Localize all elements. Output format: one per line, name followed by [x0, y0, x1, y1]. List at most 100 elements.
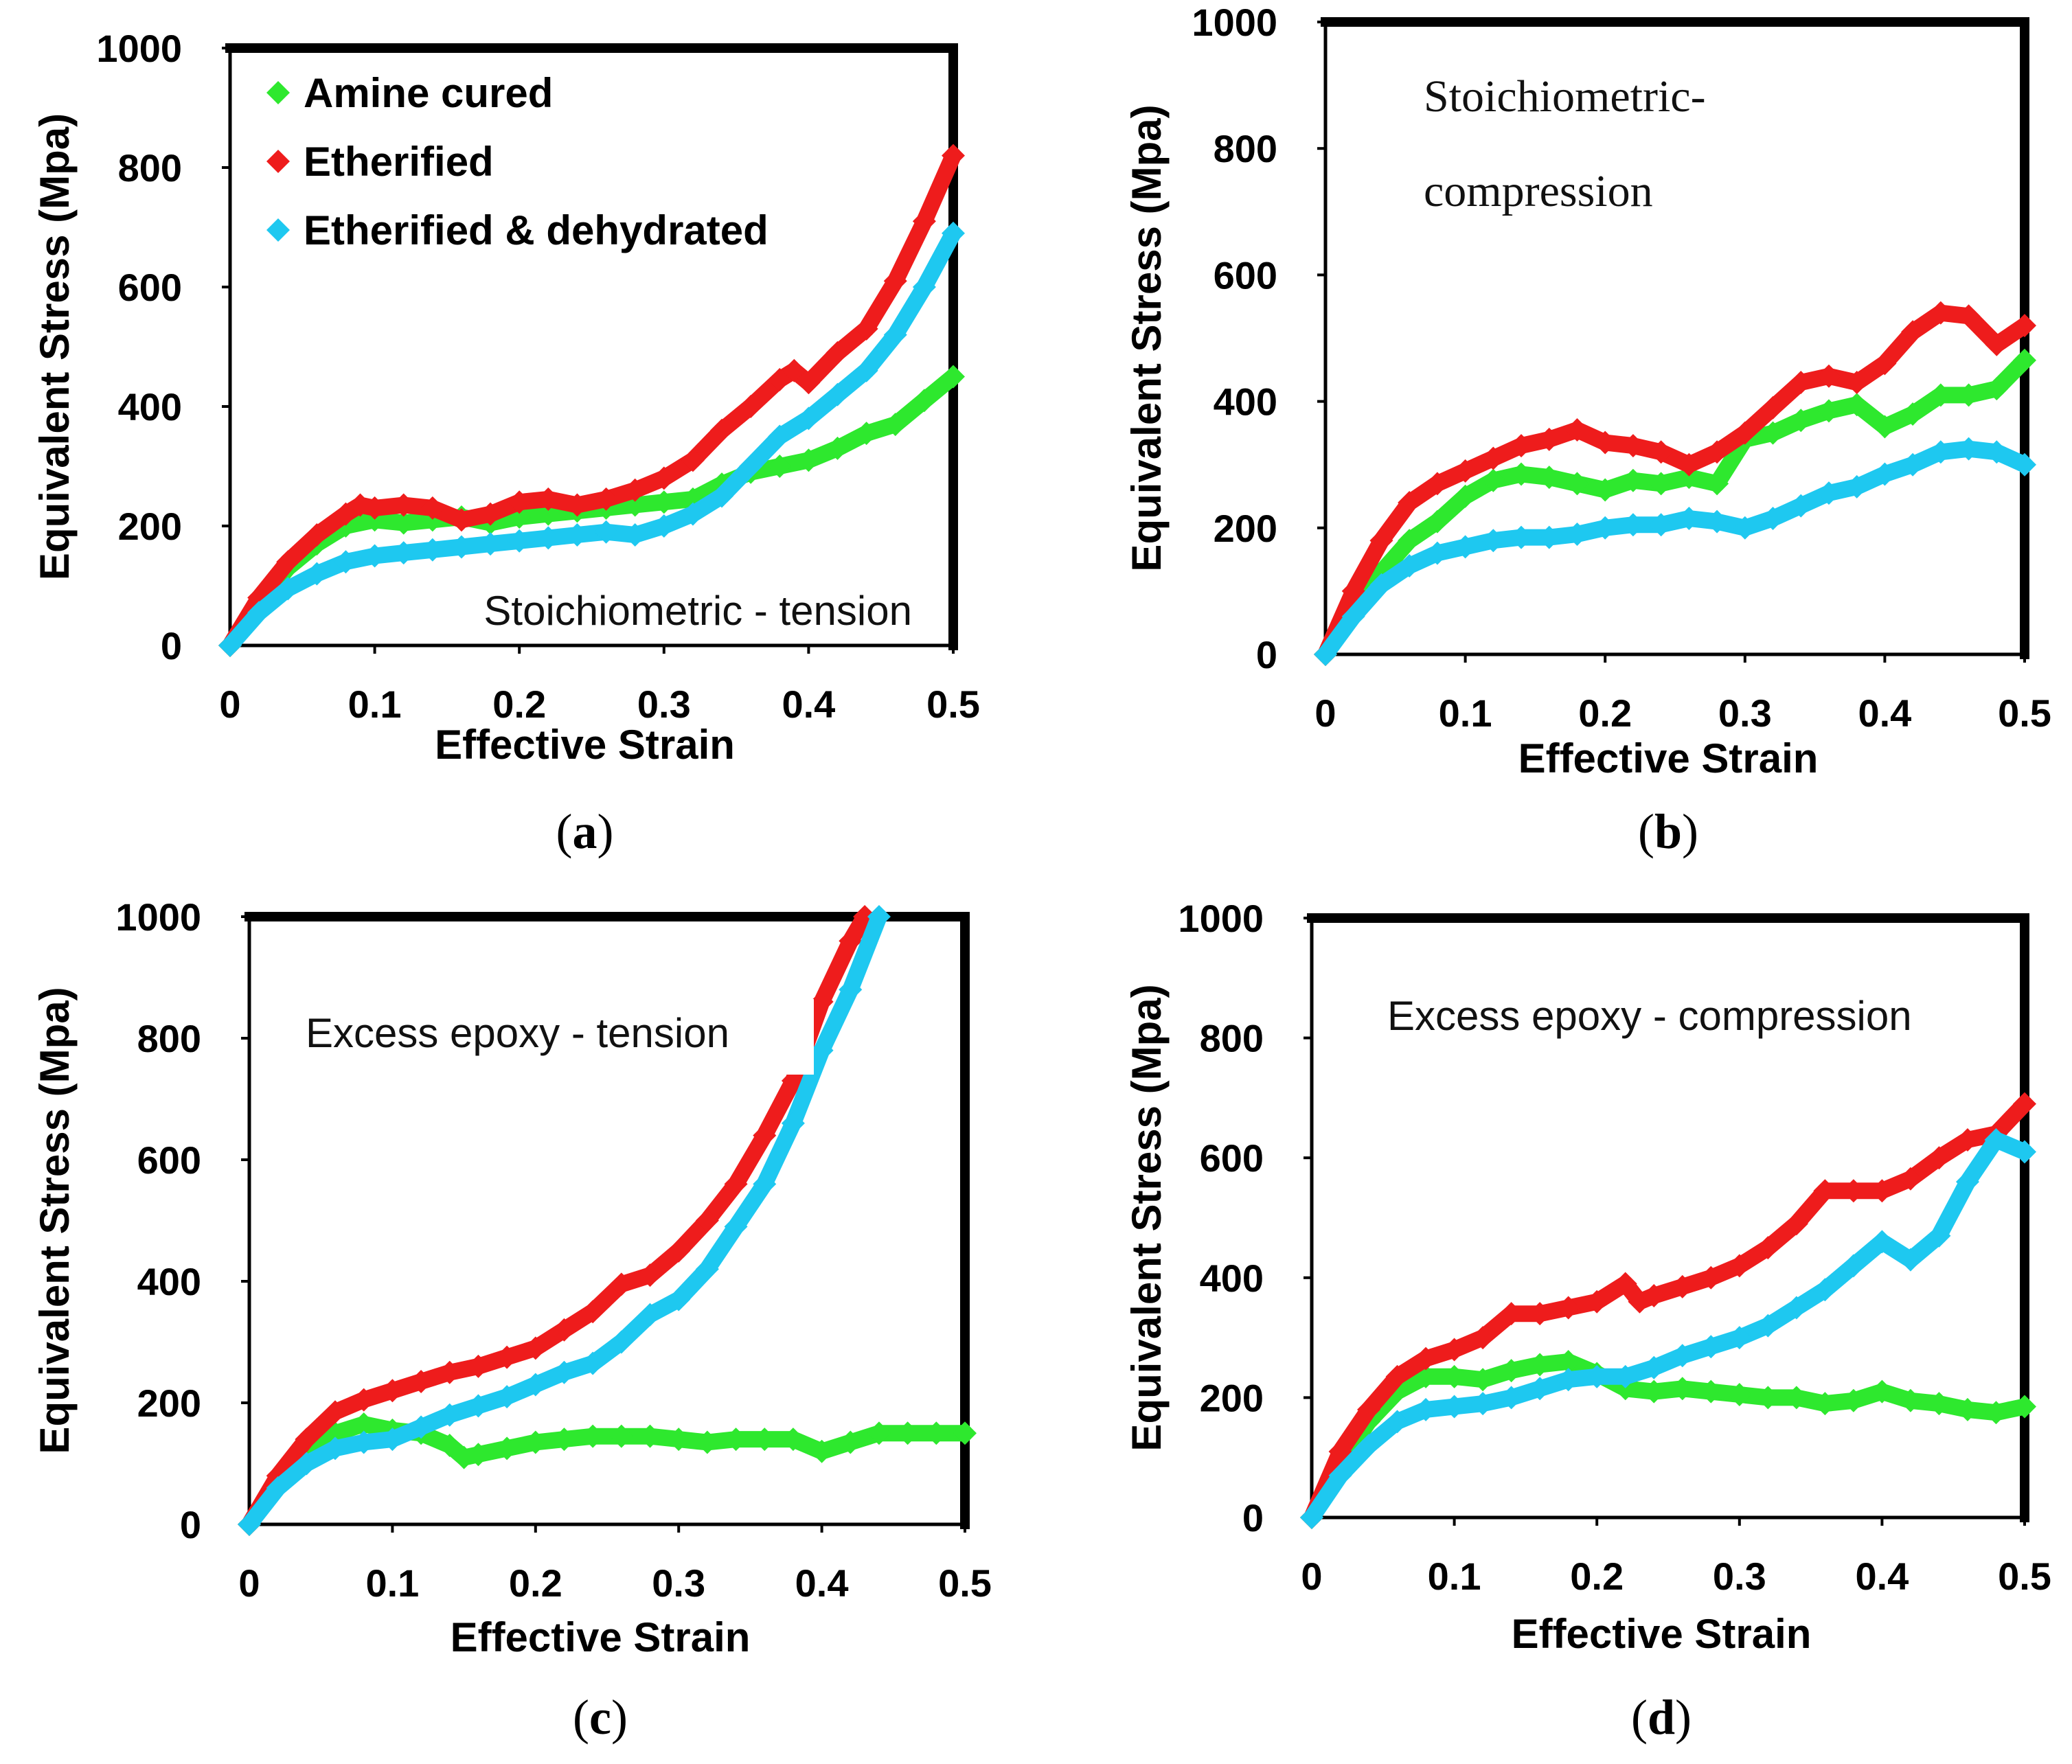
data-point-dehydrated [810, 1038, 834, 1062]
data-point-etherified [854, 317, 878, 341]
data-point-dehydrated [1705, 509, 1729, 534]
data-point-dehydrated [1328, 1463, 1352, 1487]
data-point-dehydrated [323, 1436, 348, 1461]
data-point-etherified [1985, 332, 2009, 356]
data-point-amine [1699, 1379, 1723, 1404]
data-point-dehydrated [409, 1415, 433, 1439]
chart-annotation: compression [1424, 166, 1653, 216]
data-point-dehydrated [1789, 494, 1813, 518]
data-point-etherified [1789, 370, 1813, 394]
data-point-amine [1642, 1379, 1666, 1404]
data-point-dehydrated [1898, 1248, 1922, 1272]
data-point-dehydrated [276, 577, 300, 601]
legend-marker-etherified [266, 150, 290, 173]
data-point-etherified [1873, 352, 1897, 376]
data-point-amine [1789, 409, 1813, 433]
data-point-amine [1928, 383, 1953, 407]
x-tick-label: 0.4 [1855, 1555, 1909, 1598]
y-tick-label: 800 [1200, 1017, 1264, 1060]
data-point-etherified [739, 395, 763, 418]
data-point-etherified [1756, 1236, 1780, 1260]
data-point-amine [1481, 468, 1505, 492]
data-point-etherified [1398, 490, 1422, 514]
x-tick-label: 0.2 [509, 1561, 562, 1605]
data-point-etherified [479, 502, 503, 526]
data-point-dehydrated [266, 1476, 290, 1500]
data-point-dehydrated [854, 358, 878, 382]
data-point-dehydrated [1499, 1386, 1523, 1410]
panel-label: (a) [556, 804, 614, 859]
y-axis-title: Equivalent Stress (Mpa) [32, 113, 78, 580]
data-point-etherified [409, 1370, 433, 1394]
data-point-dehydrated [1817, 481, 1841, 505]
data-point-etherified [681, 448, 705, 472]
data-point-amine [552, 1428, 576, 1452]
data-point-amine [1677, 466, 1701, 490]
y-tick-label: 600 [137, 1138, 201, 1182]
x-tick-label: 0.5 [1998, 691, 2051, 735]
data-point-amine [1556, 1350, 1580, 1374]
data-point-dehydrated [1699, 1335, 1723, 1359]
data-point-dehydrated [781, 1111, 805, 1135]
data-point-dehydrated [1453, 535, 1477, 559]
y-tick-label: 1000 [96, 27, 182, 70]
data-point-amine [854, 422, 878, 446]
x-tick-label: 0 [1301, 1555, 1322, 1598]
data-point-amine [942, 365, 965, 389]
y-tick-label: 400 [1200, 1257, 1264, 1300]
data-point-amine [1705, 472, 1729, 496]
y-tick-label: 0 [1256, 633, 1277, 676]
y-tick-label: 1000 [1192, 1, 1277, 44]
data-point-dehydrated [1733, 516, 1757, 540]
data-point-dehydrated [609, 1330, 633, 1354]
data-point-dehydrated [883, 323, 907, 347]
data-point-dehydrated [523, 1373, 547, 1397]
y-tick-label: 0 [161, 624, 182, 667]
data-point-etherified [295, 1428, 319, 1452]
data-point-amine [896, 1421, 920, 1445]
data-point-dehydrated [1957, 437, 1981, 461]
data-point-amine [924, 1421, 948, 1445]
data-point-etherified [1537, 427, 1561, 451]
data-point-etherified [839, 929, 863, 953]
data-point-etherified [638, 1263, 662, 1287]
chart-legend: Amine cured Etherified Etherified & dehydr… [266, 70, 769, 253]
data-point-amine [2013, 1395, 2036, 1419]
data-point-etherified [1761, 396, 1785, 420]
data-point-dehydrated [652, 514, 676, 538]
data-point-amine [1813, 1392, 1837, 1416]
x-tick-label: 0.2 [492, 683, 546, 726]
data-point-dehydrated [1756, 1314, 1780, 1338]
data-point-amine [609, 1424, 633, 1448]
x-tick-label: 0.4 [782, 683, 835, 726]
data-point-etherified [1471, 1326, 1495, 1350]
data-point-dehydrated [420, 538, 444, 562]
legend-marker-amine [266, 81, 290, 104]
x-tick-label: 0 [1314, 691, 1336, 735]
data-point-etherified [1425, 472, 1449, 496]
chart-panel-b: 0 200 400 600 800 1000 0 0.1 0.2 0.3 0.4 0.5 Effecti… [1124, 1, 2051, 859]
data-point-amine [1510, 462, 1534, 486]
data-point-dehydrated [247, 601, 271, 625]
series-line-etherified [222, 147, 961, 654]
legend-marker-dehydrated [266, 218, 290, 242]
series-line-dehydrated [1303, 1132, 2033, 1526]
data-point-dehydrated [867, 905, 891, 928]
data-point-etherified [1955, 1128, 1979, 1152]
data-point-etherified [1369, 529, 1393, 553]
data-point-etherified [565, 493, 589, 517]
data-point-etherified [1733, 421, 1757, 445]
data-point-etherified [1414, 1347, 1438, 1371]
data-point-dehydrated [536, 526, 560, 550]
data-point-dehydrated [1369, 573, 1393, 597]
y-tick-label: 600 [1200, 1136, 1264, 1180]
data-point-etherified [466, 1354, 490, 1378]
data-point-amine [826, 436, 850, 460]
data-point-etherified [536, 487, 560, 511]
data-point-dehydrated [1481, 529, 1505, 553]
data-point-amine [1761, 421, 1785, 445]
data-point-amine [695, 1430, 719, 1454]
data-point-etherified [1453, 459, 1477, 483]
data-point-dehydrated [1984, 1128, 2008, 1152]
x-axis-title: Effective Strain [435, 722, 735, 768]
